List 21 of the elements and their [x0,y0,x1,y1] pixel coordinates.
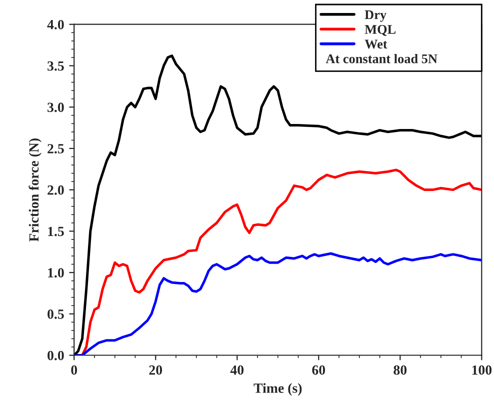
x-tick-label: 100 [472,365,492,375]
x-tick-label: 60 [312,365,326,375]
legend-label: Wet [364,40,388,49]
y-tick-label: 4.0 [47,20,64,30]
y-tick-label: 1.5 [48,226,64,236]
y-tick-label: 1.0 [48,268,64,278]
x-tick-label: 0 [71,365,78,375]
x-tick-label: 40 [230,365,244,375]
legend-label: Dry [364,10,386,22]
y-tick-label: 2.0 [48,185,64,195]
y-tick-label: 0.5 [48,309,64,319]
y-tick-label: 3.5 [48,61,64,71]
y-tick-label: 0.0 [48,350,64,360]
annotation: At constant load 5N [326,54,438,64]
y-tick-label: 3.0 [48,102,64,112]
y-tick-label: 2.5 [48,144,64,154]
x-tick-label: 20 [149,365,162,375]
x-axis-title: Time (s) [254,383,302,396]
legend-label: MQL [364,25,396,36]
x-tick-label: 80 [394,365,407,375]
y-axis-title: Friction force (N) [28,138,42,242]
